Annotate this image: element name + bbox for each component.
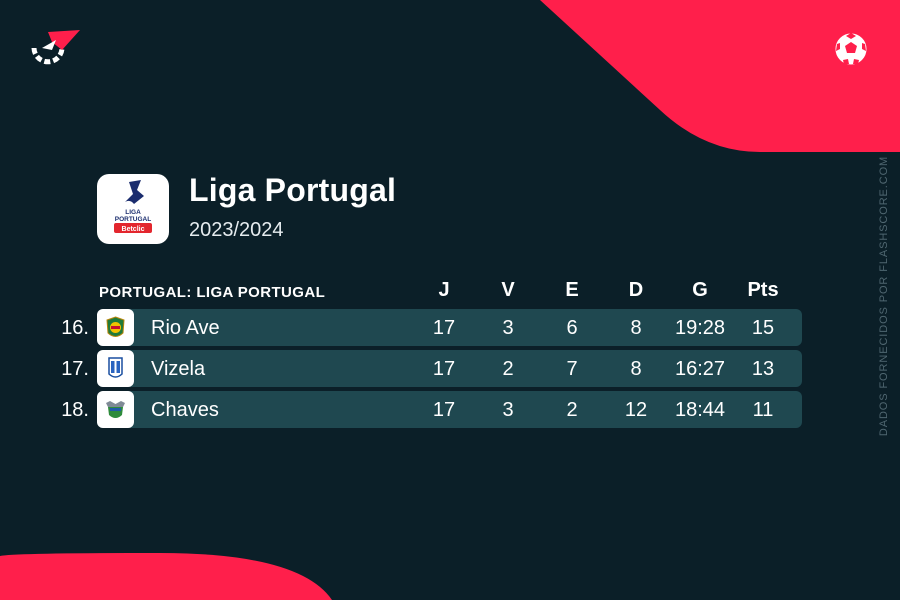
team-badge-vizela	[97, 350, 134, 387]
svg-text:Betclic: Betclic	[122, 226, 145, 233]
goals-value: 16:27	[674, 358, 726, 380]
rank: 17.	[61, 358, 89, 380]
played-value: 17	[432, 317, 456, 339]
col-header-goals: G	[692, 279, 708, 301]
won-value: 3	[502, 317, 514, 339]
col-header-won: V	[501, 279, 515, 301]
league-season: 2023/2024	[189, 219, 284, 241]
drawn-value: 2	[566, 399, 578, 421]
lost-value: 8	[630, 358, 642, 380]
table-header: PORTUGAL: LIGA PORTUGAL J V E D G Pts	[97, 276, 802, 306]
col-header-points: Pts	[747, 279, 779, 301]
data-source-note: DADOS FORNECIDOS POR FLASHSCORE.COM	[878, 155, 890, 437]
lost-value: 8	[630, 317, 642, 339]
team-name: Chaves	[151, 399, 219, 421]
col-header-drawn: E	[565, 279, 579, 301]
drawn-value: 7	[566, 358, 578, 380]
played-value: 17	[432, 399, 456, 421]
svg-text:LIGA: LIGA	[125, 209, 141, 216]
team-name: Vizela	[151, 358, 206, 380]
table-row[interactable]: 16. Rio Ave 17 3 6 8 19:28 15	[61, 309, 802, 346]
drawn-value: 6	[566, 317, 578, 339]
points-value: 13	[751, 358, 775, 380]
top-right-accent-shape	[540, 0, 900, 152]
col-header-lost: D	[628, 279, 644, 301]
league-logo: LIGA PORTUGAL Betclic	[97, 174, 169, 244]
col-header-played: J	[438, 279, 450, 301]
team-name: Rio Ave	[151, 317, 220, 339]
table-row[interactable]: 17. Vizela 17 2 7 8 16:27 13	[61, 350, 802, 387]
points-value: 15	[751, 317, 775, 339]
goals-value: 19:28	[674, 317, 726, 339]
played-value: 17	[432, 358, 456, 380]
rank: 18.	[61, 399, 89, 421]
team-badge-rio-ave	[97, 309, 134, 346]
goals-value: 18:44	[674, 399, 726, 421]
competition-label: PORTUGAL: LIGA PORTUGAL	[99, 284, 326, 301]
svg-text:PORTUGAL: PORTUGAL	[115, 216, 152, 223]
flashscore-logo-icon	[31, 30, 80, 65]
points-value: 11	[752, 399, 774, 421]
league-title: Liga Portugal	[189, 172, 397, 208]
team-badge-chaves	[97, 391, 134, 428]
bottom-left-accent-shape	[0, 553, 332, 600]
football-icon	[832, 30, 870, 68]
won-value: 2	[502, 358, 514, 380]
won-value: 3	[502, 399, 514, 421]
rank: 16.	[61, 317, 89, 339]
lost-value: 12	[624, 399, 648, 421]
table-row[interactable]: 18. Chaves 17 3 2 12 18:44 11	[61, 391, 802, 428]
